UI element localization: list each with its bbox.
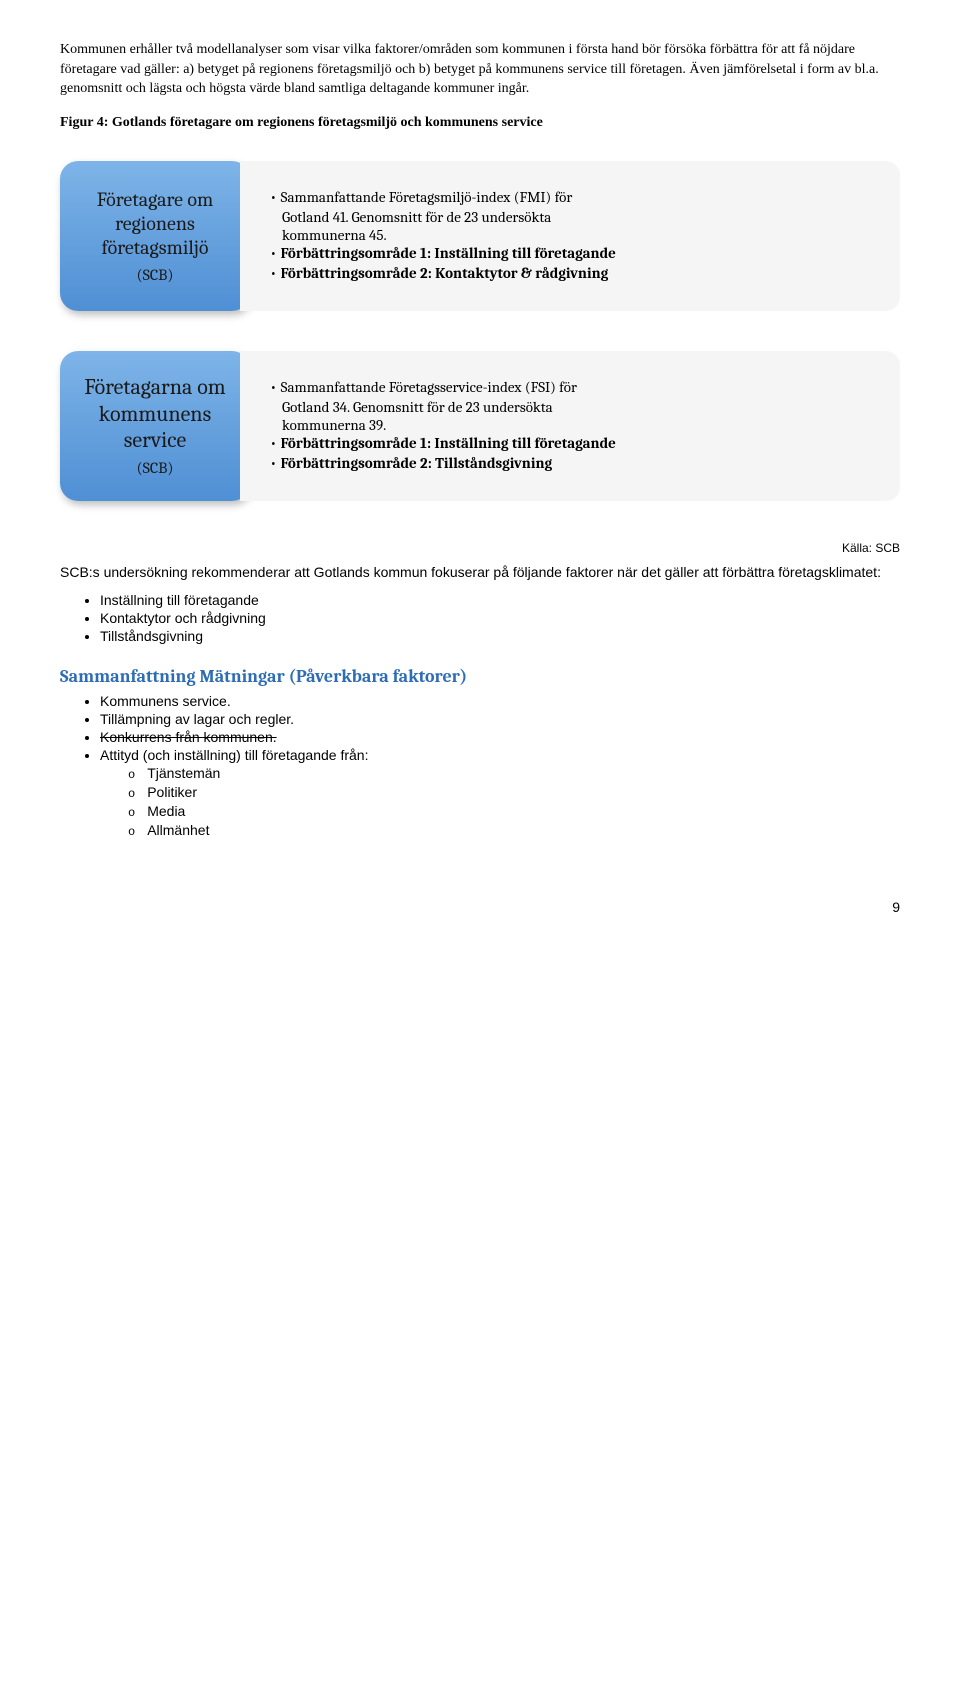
blue-box-2-title: Företagarna om kommunens service xyxy=(72,374,238,453)
blue-box-1-title: Företagare om regionens företagsmiljö xyxy=(72,188,238,260)
summary-sublist: Tjänstemän Politiker Media Allmänhet xyxy=(100,765,900,839)
intro-paragraph: Kommunen erhåller två modellanalyser som… xyxy=(60,40,900,99)
summary-item-3: Konkurrens från kommunen. xyxy=(100,729,900,745)
summary-heading: Sammanfattning Mätningar (Påverkbara fak… xyxy=(60,666,900,687)
grey1-line3: Förbättringsområde 2: Kontaktytor & rådg… xyxy=(281,264,609,282)
rec-bullet-1: Inställning till företagande xyxy=(100,592,900,608)
summary-sub-1: Tjänstemän xyxy=(128,765,900,782)
grey-box-2: •Sammanfattande Företagsservice-index (F… xyxy=(240,351,900,501)
grey2-line1b: Gotland 34. Genomsnitt för de 23 undersö… xyxy=(270,398,876,416)
info-block-2: Företagarna om kommunens service (SCB) •… xyxy=(60,351,900,501)
recommendation-text: SCB:s undersökning rekommenderar att Got… xyxy=(60,563,900,583)
grey2-line1a: Sammanfattande Företagsservice-index (FS… xyxy=(281,378,577,396)
page-number: 9 xyxy=(60,899,900,915)
grey2-line3: Förbättringsområde 2: Tillståndsgivning xyxy=(281,454,553,472)
grey1-line2: Förbättringsområde 1: Inställning till f… xyxy=(281,244,616,262)
summary-item-1: Kommunens service. xyxy=(100,693,900,709)
summary-item-4: Attityd (och inställning) till företagan… xyxy=(100,747,900,839)
summary-sub-2: Politiker xyxy=(128,784,900,801)
blue-box-1: Företagare om regionens företagsmiljö (S… xyxy=(60,161,250,311)
grey1-line1a: Sammanfattande Företagsmiljö-index (FMI)… xyxy=(281,188,573,206)
summary-sub-3: Media xyxy=(128,803,900,820)
summary-list: Kommunens service. Tillämpning av lagar … xyxy=(60,693,900,839)
blue-box-2: Företagarna om kommunens service (SCB) xyxy=(60,351,250,501)
summary-sub-4: Allmänhet xyxy=(128,822,900,839)
summary-item-2: Tillämpning av lagar och regler. xyxy=(100,711,900,727)
grey2-line2: Förbättringsområde 1: Inställning till f… xyxy=(281,434,616,452)
rec-bullet-2: Kontaktytor och rådgivning xyxy=(100,610,900,626)
info-block-1: Företagare om regionens företagsmiljö (S… xyxy=(60,161,900,311)
blue-box-1-sub: (SCB) xyxy=(136,266,173,284)
grey2-line1c: kommunerna 39. xyxy=(270,416,876,434)
rec-bullet-3: Tillståndsgivning xyxy=(100,628,900,644)
grey1-line1c: kommunerna 45. xyxy=(270,226,876,244)
figure-title: Figur 4: Gotlands företagare om regionen… xyxy=(60,115,900,131)
recommendation-bullets: Inställning till företagande Kontaktytor… xyxy=(60,592,900,644)
blue-box-2-sub: (SCB) xyxy=(136,459,173,477)
source-label: Källa: SCB xyxy=(60,541,900,555)
grey1-line1b: Gotland 41. Genomsnitt för de 23 undersö… xyxy=(270,208,876,226)
grey-box-1: •Sammanfattande Företagsmiljö-index (FMI… xyxy=(240,161,900,311)
